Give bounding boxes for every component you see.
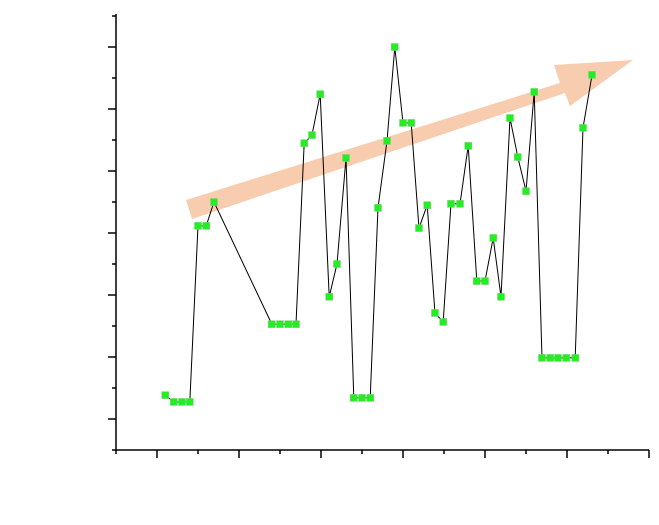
data-point: [333, 260, 341, 268]
data-point: [210, 198, 218, 206]
data-point: [439, 318, 447, 326]
data-point: [464, 142, 472, 150]
data-point: [588, 71, 596, 79]
data-point: [423, 201, 431, 209]
data-point: [554, 354, 562, 362]
data-point: [276, 320, 284, 328]
data-point: [300, 139, 308, 147]
trend-arrow: [186, 60, 633, 219]
data-point: [325, 293, 333, 301]
data-point: [579, 124, 587, 132]
data-point: [571, 354, 579, 362]
data-point: [497, 293, 505, 301]
data-point: [161, 391, 169, 399]
data-point: [473, 277, 481, 285]
data-point: [407, 119, 415, 127]
data-point: [538, 354, 546, 362]
data-point: [489, 234, 497, 242]
data-point: [186, 398, 194, 406]
data-point: [350, 394, 358, 402]
data-point: [202, 222, 210, 230]
data-point: [383, 137, 391, 145]
data-point: [358, 394, 366, 402]
data-point: [178, 398, 186, 406]
data-point: [284, 320, 292, 328]
data-point: [522, 187, 530, 195]
data-point: [308, 131, 316, 139]
data-point: [506, 114, 514, 122]
data-point: [514, 153, 522, 161]
data-point: [194, 222, 202, 230]
data-point: [268, 320, 276, 328]
data-point: [546, 354, 554, 362]
data-point: [170, 398, 178, 406]
data-point: [391, 43, 399, 51]
data-point: [562, 354, 570, 362]
data-point: [456, 200, 464, 208]
data-point: [447, 200, 455, 208]
data-point: [399, 119, 407, 127]
data-point: [415, 224, 423, 232]
data-point: [366, 394, 374, 402]
data-point: [431, 309, 439, 317]
data-point: [374, 204, 382, 212]
data-point: [342, 154, 350, 162]
data-point: [530, 88, 538, 96]
data-point: [481, 277, 489, 285]
data-point: [316, 90, 324, 98]
data-point: [292, 320, 300, 328]
